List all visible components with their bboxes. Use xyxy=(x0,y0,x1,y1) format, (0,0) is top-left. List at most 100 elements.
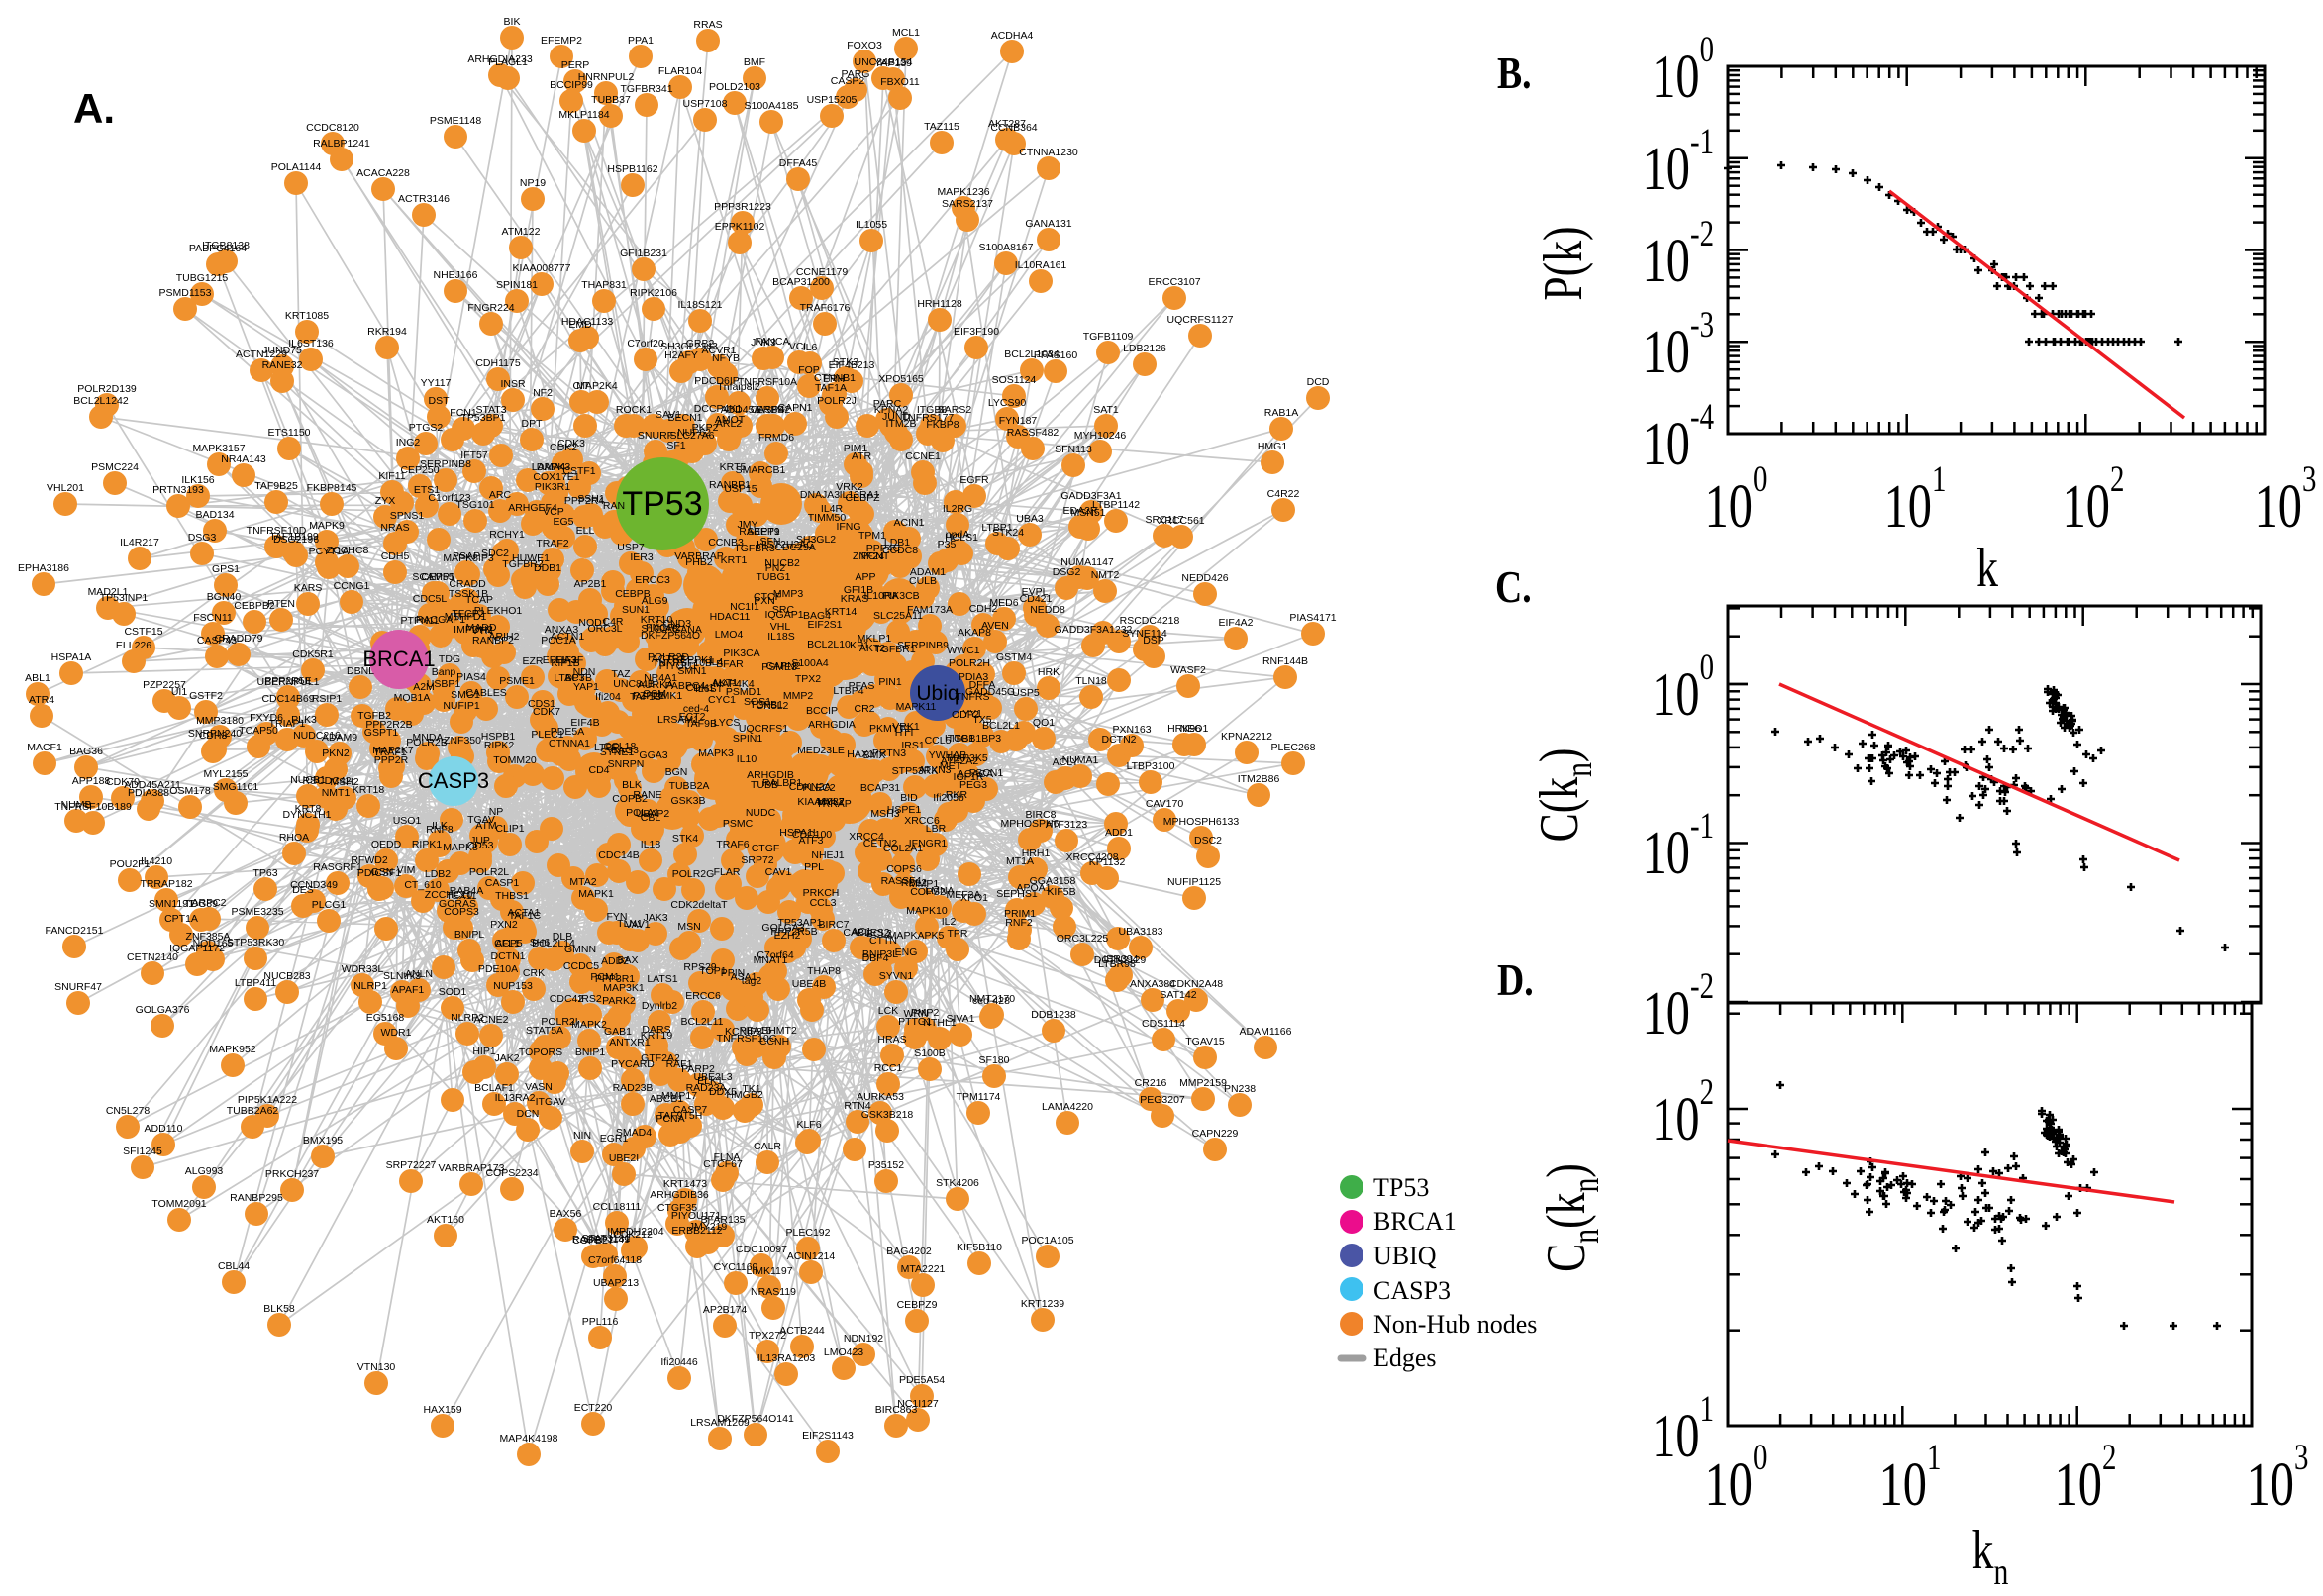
svg-text:SARS2: SARS2 xyxy=(938,404,972,416)
svg-text:PIAS4: PIAS4 xyxy=(456,671,486,683)
svg-text:GRB2: GRB2 xyxy=(686,338,715,349)
svg-text:NEDD426: NEDD426 xyxy=(1181,572,1228,584)
svg-text:CDC14B: CDC14B xyxy=(598,849,639,861)
svg-text:LTBP1142: LTBP1142 xyxy=(1092,499,1140,511)
svg-text:LRSAM1209: LRSAM1209 xyxy=(690,1417,750,1429)
svg-text:Dynlrb2: Dynlrb2 xyxy=(642,1000,677,1012)
svg-text:POLD2103: POLD2103 xyxy=(709,81,760,93)
svg-text:ced-4: ced-4 xyxy=(683,703,709,715)
svg-text:MAP2K4: MAP2K4 xyxy=(576,380,618,392)
svg-text:POLR2H: POLR2H xyxy=(949,657,990,669)
svg-text:MMP2159: MMP2159 xyxy=(1179,1077,1227,1089)
svg-text:KCNIP3: KCNIP3 xyxy=(725,1026,762,1038)
svg-text:UBERNPUL1: UBERNPUL1 xyxy=(256,676,319,688)
svg-text:PPA1: PPA1 xyxy=(628,35,654,47)
svg-text:RAF1: RAF1 xyxy=(666,1058,693,1070)
svg-text:BGN40: BGN40 xyxy=(207,591,242,603)
svg-text:IL10: IL10 xyxy=(737,753,758,765)
svg-text:TCAP: TCAP xyxy=(465,594,493,606)
svg-text:SMN1191: SMN1191 xyxy=(149,898,194,910)
svg-text:PABPC4164: PABPC4164 xyxy=(189,243,247,254)
svg-text:FXYD6: FXYD6 xyxy=(250,712,283,724)
svg-text:LMO4: LMO4 xyxy=(715,629,744,641)
svg-text:SOS1124: SOS1124 xyxy=(992,374,1037,386)
svg-text:ATF3: ATF3 xyxy=(799,835,824,847)
svg-text:ZCCHC8: ZCCHC8 xyxy=(327,545,369,556)
svg-text:CDH3: CDH3 xyxy=(199,730,228,742)
svg-text:NR4A143: NR4A143 xyxy=(221,453,266,465)
svg-text:SOD1: SOD1 xyxy=(439,986,467,998)
svg-text:S100A8167: S100A8167 xyxy=(979,242,1034,253)
svg-text:IL4R: IL4R xyxy=(821,503,844,515)
svg-text:MAPK3157: MAPK3157 xyxy=(192,443,245,454)
svg-text:LAMA4: LAMA4 xyxy=(532,461,566,473)
svg-text:CAV1: CAV1 xyxy=(765,866,792,878)
svg-text:Cn(kn): Cn(kn) xyxy=(1535,1163,1607,1272)
svg-text:THAP831: THAP831 xyxy=(581,279,627,291)
svg-text:PERP: PERP xyxy=(561,59,590,71)
svg-text:PIK3CB: PIK3CB xyxy=(882,590,919,602)
svg-text:SFN113: SFN113 xyxy=(1055,444,1092,455)
svg-text:IMPDH2204: IMPDH2204 xyxy=(607,1226,663,1238)
svg-text:SNRPN240: SNRPN240 xyxy=(188,728,242,740)
svg-text:CYC1: CYC1 xyxy=(708,694,736,706)
svg-text:CEBPZ: CEBPZ xyxy=(845,492,880,504)
svg-text:CASP3: CASP3 xyxy=(1373,1276,1451,1305)
svg-text:CYC1169: CYC1169 xyxy=(714,1261,758,1273)
svg-text:RNF144B: RNF144B xyxy=(1262,655,1308,667)
svg-text:MTA2221: MTA2221 xyxy=(901,1263,946,1275)
svg-text:BIRC7: BIRC7 xyxy=(819,919,850,931)
svg-text:CCL18111: CCL18111 xyxy=(593,1201,642,1213)
svg-text:BFAR: BFAR xyxy=(716,658,744,670)
svg-text:ATXN3: ATXN3 xyxy=(918,764,951,776)
svg-text:CDK3: CDK3 xyxy=(557,438,585,449)
svg-text:A2M: A2M xyxy=(413,681,435,693)
svg-text:USP15205: USP15205 xyxy=(807,94,858,106)
svg-text:SEPHS1: SEPHS1 xyxy=(996,888,1038,900)
svg-text:SNURF: SNURF xyxy=(638,430,673,442)
svg-text:PLEC192: PLEC192 xyxy=(786,1227,831,1239)
svg-text:KLF6: KLF6 xyxy=(796,1119,821,1131)
svg-text:GADD3F3A1: GADD3F3A1 xyxy=(1060,490,1121,502)
svg-text:PRIM1: PRIM1 xyxy=(1004,908,1036,920)
svg-text:USP7108: USP7108 xyxy=(683,98,728,110)
svg-text:EVPL: EVPL xyxy=(1022,586,1049,598)
svg-text:DKFZP564O141: DKFZP564O141 xyxy=(717,1413,794,1425)
svg-text:BID: BID xyxy=(900,792,918,804)
svg-text:POLR2L: POLR2L xyxy=(469,866,509,878)
svg-text:TAF9B25: TAF9B25 xyxy=(254,480,298,492)
svg-text:UBE2I: UBE2I xyxy=(609,1152,639,1164)
svg-text:FRMD6: FRMD6 xyxy=(758,432,794,444)
svg-text:ERH: ERH xyxy=(823,373,845,385)
svg-text:ATM: ATM xyxy=(475,820,496,832)
svg-text:HUWE1: HUWE1 xyxy=(512,552,550,564)
svg-text:CDC10097: CDC10097 xyxy=(736,1244,787,1255)
svg-text:STAT3181: STAT3181 xyxy=(582,1233,631,1245)
svg-text:XRCC6: XRCC6 xyxy=(904,815,940,827)
svg-text:CT_610: CT_610 xyxy=(404,879,442,891)
svg-text:CDKN2A: CDKN2A xyxy=(789,781,832,793)
svg-text:RANBP1: RANBP1 xyxy=(709,479,751,491)
svg-text:CETN2140: CETN2140 xyxy=(127,951,178,963)
svg-text:POLA1: POLA1 xyxy=(626,807,659,819)
svg-text:MED23LE: MED23LE xyxy=(797,745,845,756)
svg-text:CDH5: CDH5 xyxy=(381,550,410,562)
svg-text:MSN51: MSN51 xyxy=(1070,507,1105,519)
svg-text:DCTN1: DCTN1 xyxy=(490,950,525,962)
svg-text:TGFBR2: TGFBR2 xyxy=(502,558,544,570)
svg-text:POC1A: POC1A xyxy=(541,635,576,647)
svg-text:RCC1: RCC1 xyxy=(874,1062,903,1074)
svg-text:PLAGL1: PLAGL1 xyxy=(488,56,528,68)
svg-text:Ubiq: Ubiq xyxy=(916,682,959,705)
svg-text:LTBR98: LTBR98 xyxy=(1098,958,1136,970)
svg-text:AMOT: AMOT xyxy=(715,414,746,426)
svg-text:IL1055: IL1055 xyxy=(856,219,887,231)
svg-text:PHB2: PHB2 xyxy=(685,556,713,568)
svg-text:EPHA3: EPHA3 xyxy=(543,654,577,666)
svg-text:TRAF1: TRAF1 xyxy=(373,747,406,758)
svg-text:KRT1085: KRT1085 xyxy=(285,310,329,322)
svg-text:CCNG1: CCNG1 xyxy=(334,580,370,592)
svg-text:RANE: RANE xyxy=(633,789,661,801)
svg-text:BFAR135: BFAR135 xyxy=(701,1214,746,1226)
svg-text:TAF1B: TAF1B xyxy=(630,691,661,703)
